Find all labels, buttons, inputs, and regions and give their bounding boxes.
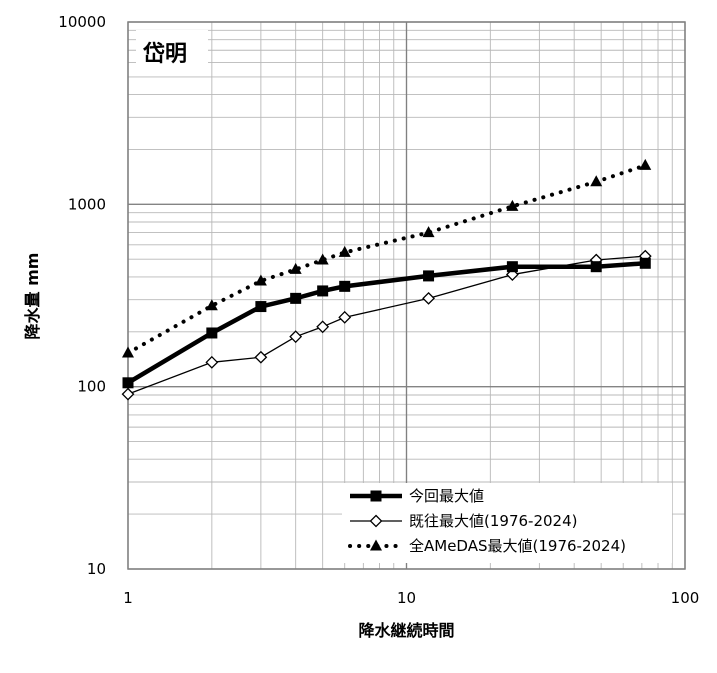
data-point — [338, 245, 351, 257]
legend-swatch-marker — [369, 514, 383, 528]
series-1 — [122, 257, 651, 389]
data-point — [290, 292, 302, 304]
data-point — [254, 350, 268, 364]
y-axis-title: 降水量 mm — [23, 253, 42, 340]
data-point — [289, 330, 303, 344]
data-point — [254, 274, 267, 286]
legend-item: 全AMeDAS最大値(1976-2024) — [348, 537, 626, 555]
data-point — [639, 257, 651, 269]
station-label: 岱明 — [142, 41, 187, 67]
data-point — [338, 310, 352, 324]
data-point — [316, 253, 329, 265]
data-point — [317, 285, 329, 297]
legend-label: 既往最大値(1976-2024) — [409, 512, 577, 530]
legend-swatch-marker — [370, 490, 382, 502]
x-tick-label: 100 — [671, 589, 700, 607]
x-axis-ticks: 1 10 100 — [123, 589, 699, 607]
data-point — [590, 261, 602, 273]
legend-label: 今回最大値 — [409, 487, 484, 505]
data-point — [422, 291, 435, 305]
data-point — [205, 299, 218, 311]
data-point — [122, 377, 134, 389]
series-line — [126, 261, 646, 385]
data-point — [122, 346, 134, 358]
series-line — [126, 163, 648, 355]
data-point — [205, 355, 219, 369]
series-3 — [122, 158, 652, 358]
plot-frame — [127, 21, 686, 570]
data-point — [289, 262, 302, 274]
y-tick-label: 1000 — [68, 195, 106, 213]
data-point — [206, 327, 218, 339]
station-label-box — [136, 30, 208, 70]
y-tick-label: 100 — [77, 378, 106, 396]
data-point — [339, 280, 351, 292]
data-point — [423, 270, 435, 282]
legend-label: 全AMeDAS最大値(1976-2024) — [409, 537, 626, 555]
y-tick-label: 10000 — [58, 13, 106, 31]
data-point — [255, 301, 267, 313]
x-axis-title: 降水継続時間 — [358, 621, 454, 640]
legend-swatch-marker — [370, 539, 382, 551]
x-tick-label: 1 — [123, 589, 133, 607]
series-2 — [121, 249, 652, 401]
legend-item: 既往最大値(1976-2024) — [350, 512, 577, 530]
data-point — [590, 175, 603, 187]
data-point — [316, 320, 330, 334]
x-tick-label: 10 — [397, 589, 416, 607]
data-point — [506, 261, 518, 273]
data-point — [121, 387, 135, 401]
data-point — [639, 158, 652, 170]
data-point — [506, 199, 519, 211]
data-point — [422, 226, 435, 238]
series-layer — [121, 158, 652, 401]
legend-item: 今回最大値 — [350, 487, 484, 505]
y-axis-ticks: 10 100 1000 10000 — [58, 13, 106, 578]
y-tick-label: 10 — [87, 560, 106, 578]
